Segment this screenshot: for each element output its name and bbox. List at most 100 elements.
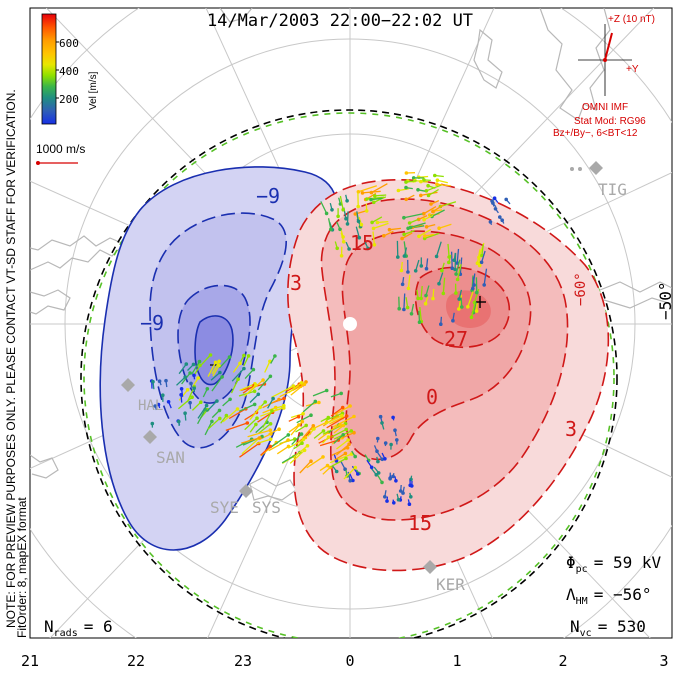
imf-condition: Bz+/By−, 6<BT<12 <box>553 128 638 139</box>
velocity-vector-origin <box>491 201 495 205</box>
velocity-vector <box>455 253 456 270</box>
velocity-vector-origin <box>429 202 433 206</box>
velocity-vector-origin <box>454 272 458 276</box>
contour-label-pos-5: 3 <box>565 417 577 441</box>
nrads-symbol: N <box>44 617 54 636</box>
velocity-vector-origin <box>423 234 427 238</box>
velocity-vector-origin <box>341 208 345 212</box>
colorbar-tick-400: 400 <box>59 65 79 78</box>
velocity-vector-origin <box>273 354 277 358</box>
velocity-vector-origin <box>220 375 224 379</box>
velocity-vector-origin <box>151 422 155 426</box>
velocity-vector-origin <box>406 270 410 274</box>
velocity-vector-origin <box>370 221 374 225</box>
velocity-vector-origin <box>192 363 196 367</box>
velocity-vector-origin <box>342 240 346 244</box>
velocity-vector-origin <box>379 415 383 419</box>
velocity-vector-origin <box>255 416 259 420</box>
velocity-vector-origin <box>282 397 286 401</box>
velocity-vector-origin <box>167 400 171 404</box>
velocity-vector-origin <box>238 362 242 366</box>
velocity-vector-origin <box>225 414 229 418</box>
velocity-vector-origin <box>271 397 275 401</box>
velocity-vector-origin <box>192 374 196 378</box>
velocity-vector-origin <box>425 225 429 229</box>
velocity-vector-origin <box>186 388 190 392</box>
velocity-vector-origin <box>254 423 258 427</box>
velocity-vector-origin <box>372 201 376 205</box>
velocity-vector-origin <box>442 292 446 296</box>
velocity-vector-origin <box>269 445 273 449</box>
velocity-vector-origin <box>380 421 384 425</box>
velocity-vector-origin <box>183 375 187 379</box>
velocity-vector-origin <box>247 354 251 358</box>
velocity-vector-origin <box>457 307 461 311</box>
velocity-vector-origin <box>325 212 329 216</box>
nrads-value: = 6 <box>84 617 113 636</box>
velocity-vector-origin <box>480 261 484 265</box>
velocity-vector-origin <box>183 411 187 415</box>
velocity-vector-origin <box>236 377 240 381</box>
velocity-vector-origin <box>388 228 392 232</box>
station-label-hal: HAL <box>138 398 163 414</box>
colorbar-tick-600: 600 <box>59 37 79 50</box>
velocity-vector-origin <box>330 208 334 212</box>
station-label-tig: TIG <box>598 180 627 199</box>
velocity-vector-origin <box>422 212 426 216</box>
velocity-vector-origin <box>404 198 408 202</box>
velocity-vector-origin <box>340 254 344 258</box>
velocity-vector-origin <box>205 404 209 408</box>
velocity-vector-origin <box>242 367 246 371</box>
velocity-vector-origin <box>360 223 364 227</box>
velocity-vector-origin <box>399 489 403 493</box>
velocity-vector-origin <box>190 395 194 399</box>
colorbar-label: Vel [m/s] <box>88 71 99 110</box>
velocity-vector-origin <box>270 409 274 413</box>
velocity-vector-origin <box>404 180 408 184</box>
velocity-vector-origin <box>344 452 348 456</box>
velocity-vector-origin <box>405 171 409 175</box>
velocity-vector-origin <box>370 466 374 470</box>
imf-model: Stat Mod: RG96 <box>574 116 646 127</box>
velocity-vector-origin <box>401 283 405 287</box>
velocity-vector-origin <box>286 438 290 442</box>
velocity-vector-origin <box>466 305 470 309</box>
velocity-vector-origin <box>210 420 214 424</box>
station-label-ker: KER <box>436 575 465 594</box>
velocity-vector-origin <box>437 226 441 230</box>
velocity-vector-origin <box>393 428 397 432</box>
velocity-vector-origin <box>302 438 306 442</box>
contour-label-neg-1: −9 <box>256 184 280 208</box>
velocity-vector-origin <box>388 477 392 481</box>
velocity-vector-origin <box>451 319 455 323</box>
velocity-vector-origin <box>380 481 384 485</box>
velocity-vector-origin <box>252 368 256 372</box>
velocity-vector-origin <box>300 441 304 445</box>
velocity-vector-origin <box>447 261 451 265</box>
velocity-vector-origin <box>206 387 210 391</box>
velocity-vector-origin <box>361 191 365 195</box>
velocity-vector-origin <box>329 228 333 232</box>
velocity-vector-origin <box>504 198 508 202</box>
velocity-vector-origin <box>435 255 439 259</box>
velocity-vector-origin <box>228 355 232 359</box>
nvc-value: = 530 <box>598 617 646 636</box>
velocity-vector-origin <box>301 412 305 416</box>
velocity-vector-origin <box>408 502 412 506</box>
velocity-vector-origin <box>409 226 413 230</box>
nrads-sub: rads <box>54 628 78 639</box>
velocity-vector-origin <box>218 409 222 413</box>
velocity-vector-origin <box>158 379 162 383</box>
velocity-vector-origin <box>217 364 221 368</box>
reference-vector-label: 1000 m/s <box>36 142 85 156</box>
fit-order-info: FitOrder: 8, mapEX format <box>15 497 29 638</box>
velocity-vector-origin <box>189 382 193 386</box>
velocity-vector-origin <box>345 414 349 418</box>
velocity-vector-origin <box>196 376 200 380</box>
velocity-vector-origin <box>384 441 388 445</box>
velocity-vector-origin <box>217 360 221 364</box>
velocity-vector-origin <box>253 403 257 407</box>
velocity-vector-origin <box>356 472 360 476</box>
imf-z-label: +Z (10 nT) <box>608 14 655 25</box>
imf-y-label: +Y <box>626 64 639 75</box>
